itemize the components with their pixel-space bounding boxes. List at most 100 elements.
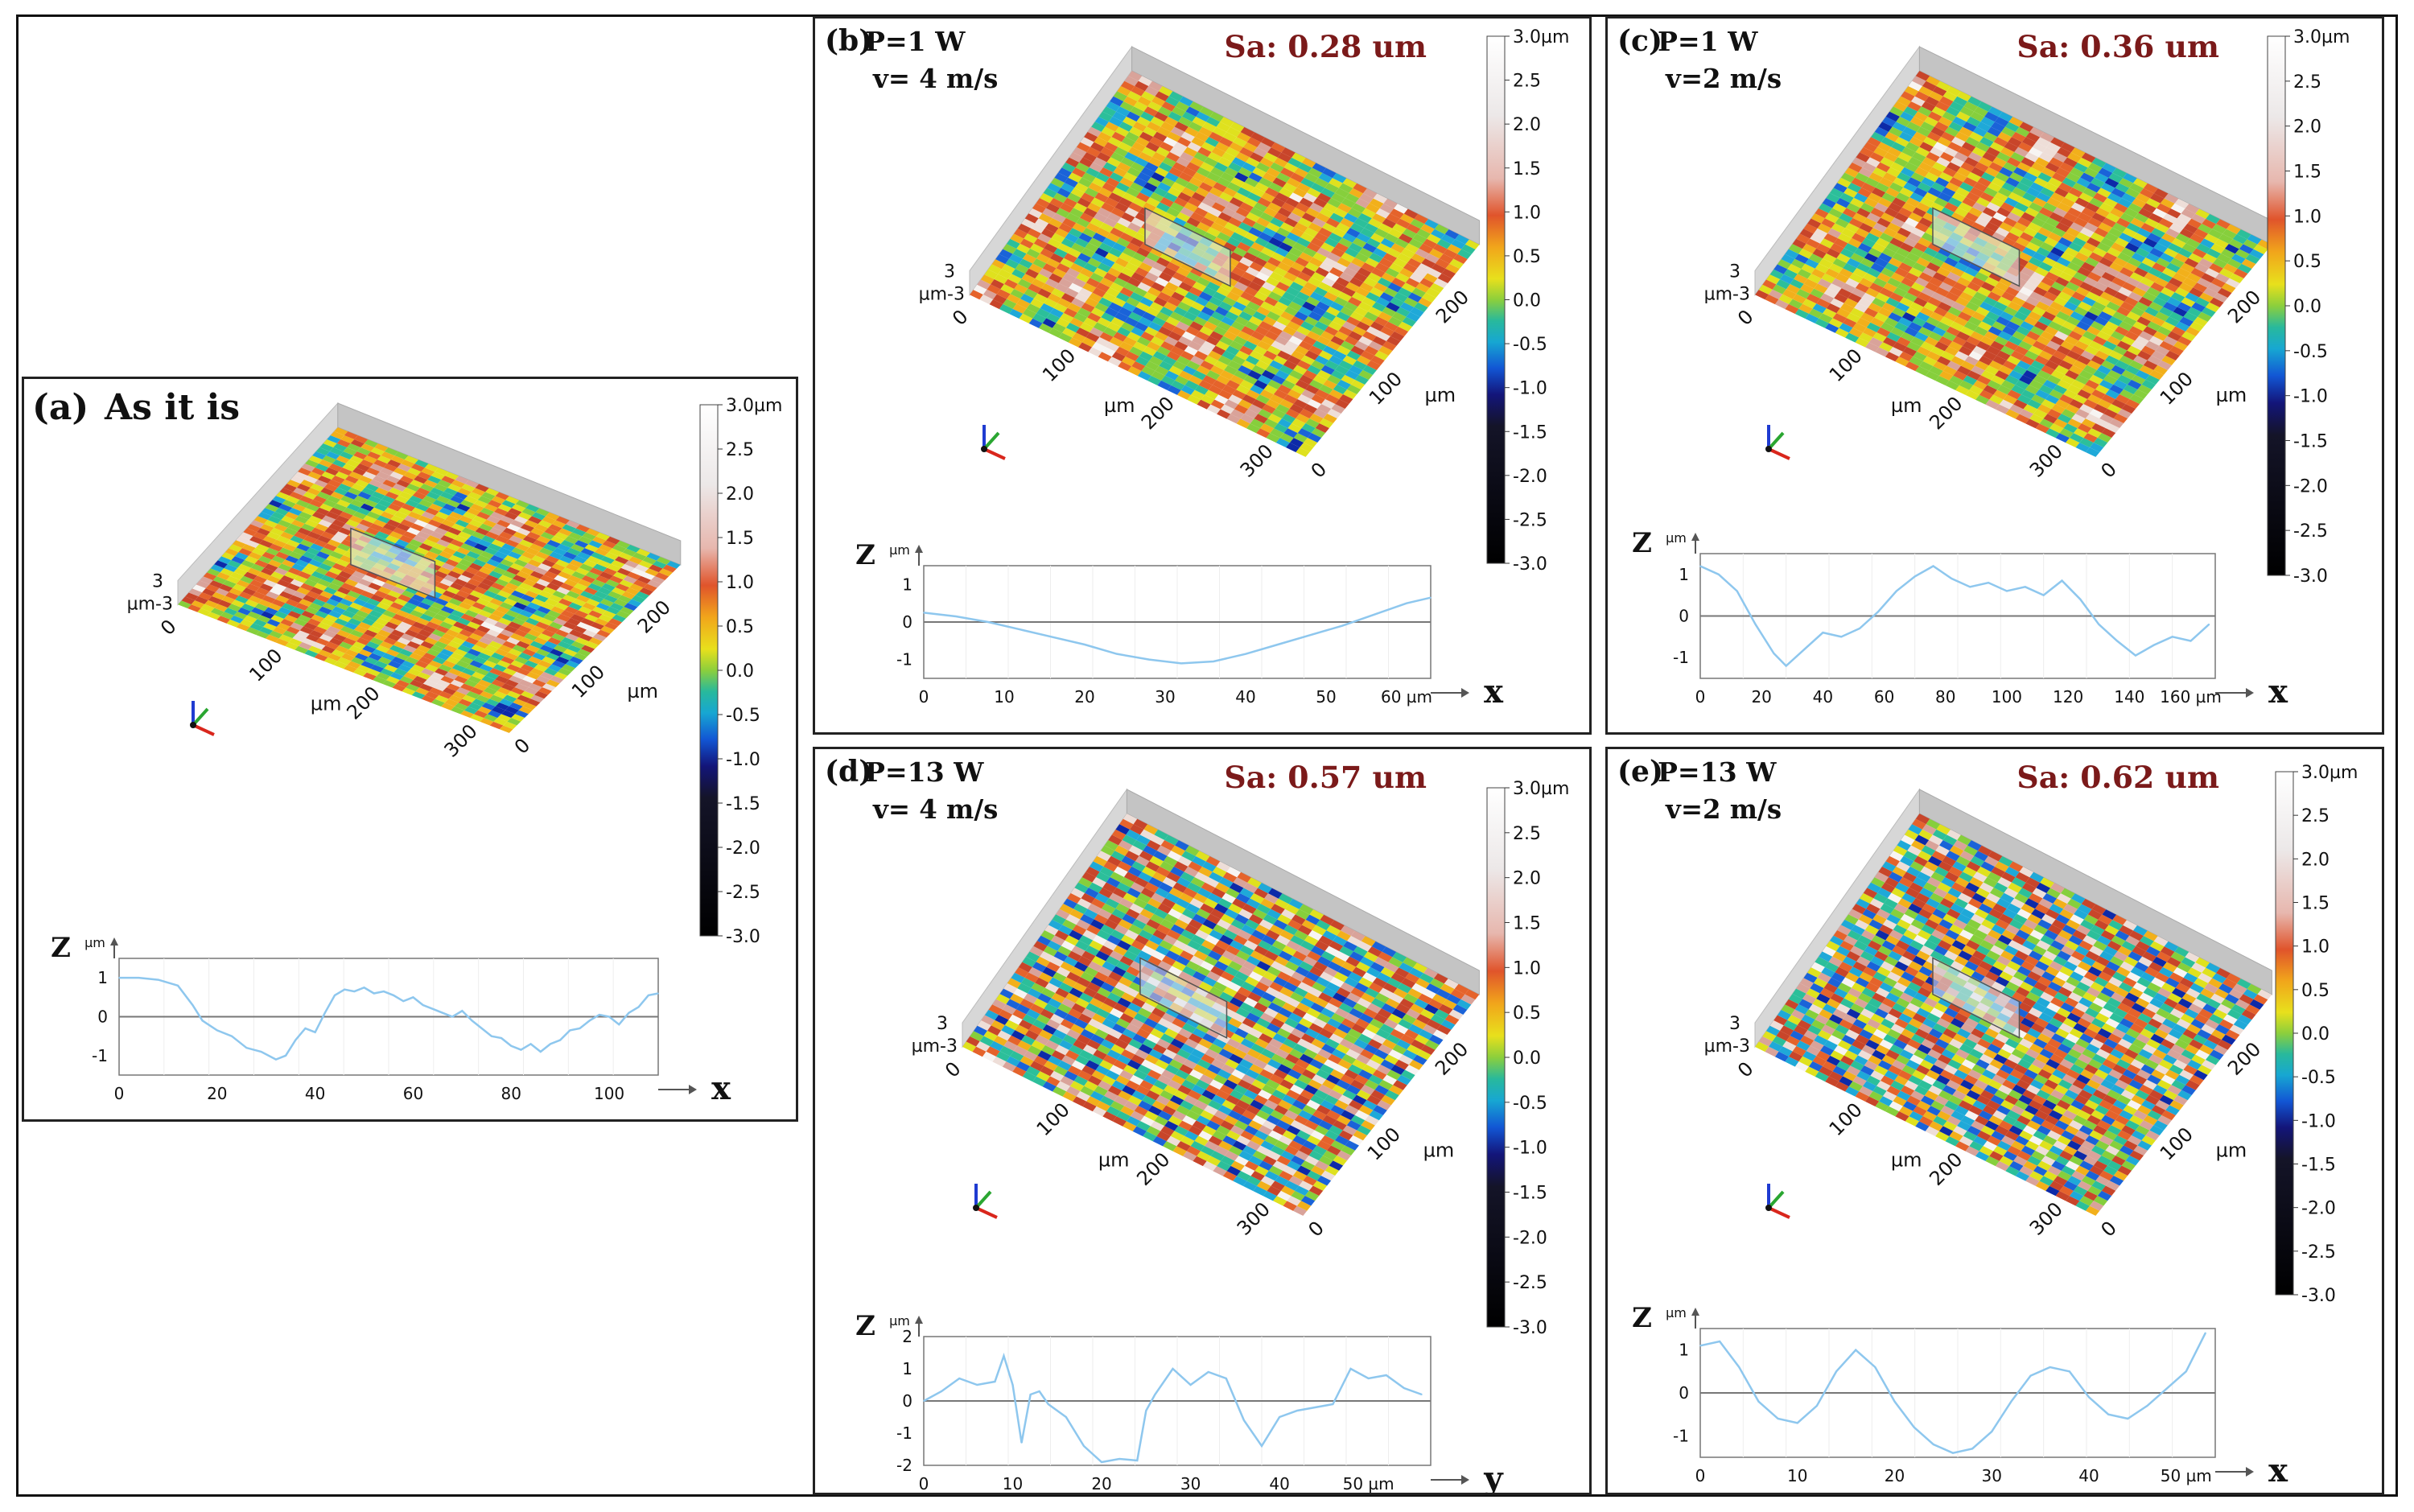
- z-axis-bottom-label: µm-3: [1704, 1036, 1750, 1057]
- profile-point: [245, 1047, 248, 1049]
- profile-point: [1277, 644, 1279, 645]
- profile-point: [2205, 1332, 2206, 1334]
- profile-point: [461, 1010, 463, 1012]
- colorbar-tick-label: -2.5: [726, 883, 760, 903]
- profile-point: [588, 1020, 591, 1022]
- surface-x-tick: 0: [1733, 305, 1758, 330]
- profile-point: [1896, 590, 1897, 592]
- profile-point: [923, 1400, 925, 1402]
- profile-point: [118, 977, 120, 978]
- profile-point: [1189, 1384, 1192, 1386]
- profile-point: [1116, 653, 1118, 655]
- surface-x-tick: 0: [156, 615, 181, 640]
- colorbar-tick-label: -3.0: [2293, 566, 2328, 587]
- surface-x-tick: 200: [1132, 1148, 1174, 1190]
- z-arrow-icon: [1691, 533, 1699, 541]
- profile-x-tick: 80: [501, 1084, 521, 1103]
- profile-section-plane: [1139, 957, 1228, 1039]
- colorbar-tick-label: -0.5: [1513, 335, 1547, 355]
- profile-point: [480, 1028, 483, 1029]
- profile-x-tick: 40: [2078, 1466, 2099, 1485]
- surface-x-tick: 100: [245, 645, 286, 686]
- colorbar-tick-label: 2.5: [726, 440, 754, 460]
- profile-point: [1738, 1366, 1740, 1368]
- colorbar-gradient: [1486, 35, 1506, 564]
- colorbar-tick-label: -1.5: [2293, 432, 2328, 452]
- profile-point: [2189, 640, 2192, 642]
- surface-x-tick: 300: [440, 719, 482, 761]
- profile-point: [2069, 1370, 2070, 1373]
- profile-z-label: Z: [51, 932, 71, 964]
- colorbar-tick-label: 1.0: [1513, 203, 1541, 223]
- surface-y-unit: µm: [1424, 384, 1456, 406]
- surface-x-unit: µm: [1104, 394, 1135, 417]
- profile-y-tick: 1: [902, 575, 912, 594]
- sa-value: Sa: 0.57 um: [1224, 760, 1427, 795]
- profile-x-tick: 60: [1874, 687, 1894, 707]
- profile-point: [383, 991, 385, 992]
- colorbar-tick-label: 1.0: [2301, 937, 2330, 958]
- profile-x-tick: 20: [1751, 687, 1771, 707]
- colorbar-tick-label: -0.5: [726, 706, 760, 726]
- profile-point: [1213, 661, 1214, 662]
- profile-x-tick: 20: [207, 1084, 227, 1103]
- colorbar: 3.0µm 2.5 2.0 1.5 1.0 0.5 0.0 -0.5 -1.0 -1.5 -2.0 -…: [2267, 27, 2350, 587]
- back-wall-right: [1126, 789, 1480, 995]
- colorbar-tick-label: 0.5: [1513, 247, 1541, 267]
- profile-point: [442, 1011, 443, 1014]
- surface-texture: [1755, 71, 2272, 457]
- profile-point: [1757, 1400, 1760, 1403]
- panel-label: (b): [825, 24, 872, 58]
- profile-point: [1835, 1370, 1837, 1373]
- profile-point: [628, 1011, 630, 1014]
- profile-z-label: Z: [1632, 527, 1652, 559]
- surface-texture: [1755, 814, 2272, 1216]
- profile-point: [422, 1004, 424, 1006]
- profile-point: [1754, 624, 1757, 625]
- profile-chart: 10-10 10 20 30 40 50 60 µmZ µmx: [855, 539, 1504, 711]
- profile-axis-letter: y: [1483, 1460, 1504, 1493]
- profile-x-tick: 40: [1813, 687, 1833, 707]
- profile-x-tick: 30: [1180, 1474, 1201, 1493]
- profile-x-tick: 50 µm: [1343, 1474, 1394, 1493]
- profile-point: [1148, 658, 1150, 661]
- z-axis-top-label: 3: [1729, 262, 1740, 282]
- colorbar-tick-label: 1.5: [1513, 914, 1541, 934]
- profile-point: [1065, 1416, 1067, 1418]
- profile-point: [2061, 579, 2063, 582]
- profile-section-plane: [1144, 207, 1231, 287]
- profile-point: [177, 985, 179, 987]
- colorbar-tick-label: 3.0µm: [2301, 763, 2358, 783]
- surface-x-tick: 300: [2025, 1198, 2067, 1240]
- profile-point: [1309, 634, 1311, 637]
- surface-x-tick: 300: [1233, 1198, 1275, 1240]
- profile-point: [373, 992, 375, 995]
- colorbar-tick-label: 0.5: [2293, 252, 2321, 272]
- profile-point: [1952, 1452, 1954, 1454]
- colorbar-tick-label: -0.5: [2301, 1068, 2336, 1088]
- profile-y-tick: 1: [97, 968, 108, 987]
- colorbar-tick-label: -1.0: [1513, 379, 1547, 399]
- surface-x-tick: 200: [1925, 1148, 1967, 1190]
- profile-point: [1279, 1416, 1280, 1418]
- panel-a-svg: (a) As it is3µm-30100200300µm0100200µm3.0…: [32, 387, 782, 1107]
- colorbar-tick-label: 2.5: [1513, 72, 1541, 92]
- profile-y-tick: -1: [1673, 648, 1689, 667]
- surface-x-unit: µm: [1891, 1149, 1922, 1172]
- colorbar-tick-label: 1.0: [1513, 958, 1541, 978]
- profile-point: [432, 1008, 434, 1010]
- profile-point: [1029, 1394, 1032, 1395]
- profile-section-plane: [1932, 957, 2021, 1039]
- profile-point: [1430, 596, 1432, 599]
- profile-point: [1859, 628, 1860, 629]
- profile-x-tick: 0: [1695, 687, 1706, 707]
- z-axis-bottom-label: µm-3: [912, 1036, 958, 1057]
- profile-x-tick: 40: [1235, 687, 1255, 707]
- profile-z-unit: µm: [889, 1313, 910, 1329]
- profile-point: [637, 1006, 640, 1008]
- profile-z-label: Z: [855, 1310, 875, 1342]
- surface-y-tick: 0: [510, 734, 535, 759]
- profile-point: [1172, 1368, 1174, 1370]
- colorbar-tick-label: 2.0: [2301, 850, 2330, 870]
